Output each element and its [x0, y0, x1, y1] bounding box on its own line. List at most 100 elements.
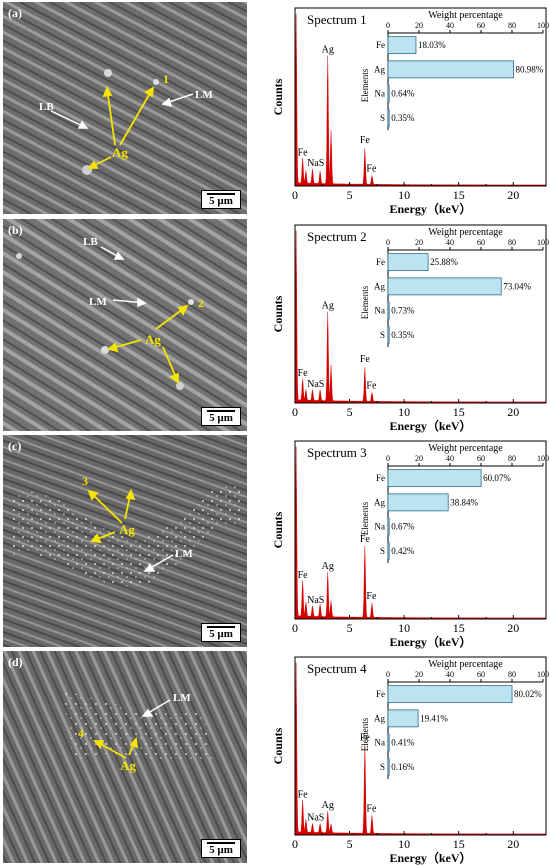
weight-value-label: 80.98%	[516, 64, 544, 74]
peak-label: Fe	[298, 148, 309, 159]
figure-row-c: 3 Ag LM (c) 5 µm 0 5 10 15 20 Energy（keV） Coun…	[0, 433, 550, 649]
peak-label: Fe	[360, 354, 371, 365]
weight-bar	[387, 709, 419, 728]
weight-bar	[387, 60, 514, 79]
weight-value-label: 0.64%	[391, 89, 415, 99]
spectrum-title: Spectrum 2	[307, 229, 367, 244]
spectrum-title: Spectrum 3	[307, 445, 367, 460]
x-tick-label: 20	[507, 621, 519, 635]
y-axis-label: Counts	[271, 511, 285, 548]
sem-label-lb: LB	[39, 101, 54, 113]
sem-image-d: LM 4 Ag (d) 5 µm	[3, 651, 247, 863]
inset-tick-label: 40	[446, 670, 454, 679]
scale-bar-b: 5 µm	[201, 407, 241, 426]
inset-title: Weight percentage	[428, 227, 503, 238]
spectrum-chart-b: 0 5 10 15 20 Energy（keV） Counts Spectrum 2 Ag Fe F…	[268, 217, 550, 433]
x-tick-label: 5	[347, 188, 353, 202]
sem-label-lm: LM	[195, 89, 213, 101]
element-label: Na	[375, 89, 386, 99]
panel-label-d: (d)	[8, 655, 23, 669]
peak-label: NaS	[307, 379, 324, 390]
weight-bar	[387, 469, 482, 488]
panel-label-c: (c)	[8, 439, 22, 453]
spectrum-chart-c: 0 5 10 15 20 Energy（keV） Counts Spectrum 3 Ag Fe F…	[268, 433, 550, 649]
inset-tick-label: 0	[386, 238, 390, 247]
weight-inset-chart: Weight percentage 0 20 40 60 80 100 Elements Fe 1…	[360, 10, 549, 130]
spectrum-chart-a: 0 5 10 15 20 Energy（keV） Counts Spectrum 1 Ag Fe F…	[268, 0, 550, 216]
spectrum-trace	[294, 662, 547, 836]
inset-y-label: Elements	[360, 285, 370, 319]
figure-row-a: LB LM Ag 1 (a) 5 µm 0 5 10 15 20 Energy（keV） C…	[0, 0, 550, 216]
inset-tick-label: 80	[508, 21, 516, 30]
peak-label: Ag	[322, 800, 334, 811]
inset-tick-label: 60	[477, 21, 485, 30]
sem-label-point: 2	[198, 296, 204, 310]
element-label: S	[380, 546, 385, 556]
x-axis-label: Energy（keV）	[390, 850, 472, 865]
inset-tick-label: 80	[508, 670, 516, 679]
sem-label-ag: Ag	[112, 145, 128, 160]
element-label: Fe	[376, 257, 385, 267]
element-label: Ag	[374, 281, 385, 291]
x-tick-label: 10	[398, 405, 410, 419]
x-tick-label: 0	[292, 621, 298, 635]
element-label: Na	[375, 738, 386, 748]
y-axis-label: Counts	[271, 295, 285, 332]
weight-value-label: 18.03%	[418, 40, 446, 50]
inset-tick-label: 0	[386, 454, 390, 463]
spectrum-trace	[294, 13, 547, 187]
weight-bar	[387, 301, 390, 320]
inset-tick-label: 20	[415, 238, 423, 247]
spectrum-trace	[294, 230, 547, 404]
weight-value-label: 60.07%	[483, 473, 511, 483]
sem-label-ag: Ag	[145, 332, 161, 347]
element-label: Ag	[374, 497, 385, 507]
peak-label: Ag	[322, 44, 334, 55]
panel-label-a: (a)	[8, 6, 22, 20]
sem-label-lb: LB	[83, 236, 98, 248]
element-label: S	[380, 330, 385, 340]
x-tick-label: 0	[292, 405, 298, 419]
weight-bar	[387, 84, 390, 103]
inset-tick-label: 80	[508, 454, 516, 463]
element-label: Na	[375, 306, 386, 316]
weight-bar	[387, 493, 449, 512]
weight-value-label: 25.88%	[430, 257, 458, 267]
inset-tick-label: 100	[537, 670, 549, 679]
peak-label: Fe	[360, 135, 371, 146]
sem-label-ag: Ag	[120, 758, 136, 773]
spectrum-title: Spectrum 4	[307, 661, 367, 676]
inset-y-label: Elements	[360, 68, 370, 102]
y-axis-label: Counts	[271, 78, 285, 115]
inset-tick-label: 20	[415, 670, 423, 679]
element-label: S	[380, 762, 385, 772]
inset-tick-label: 100	[537, 454, 549, 463]
inset-title: Weight percentage	[428, 659, 503, 670]
sem-image-a: LB LM Ag 1 (a) 5 µm	[3, 2, 247, 214]
plot-frame	[294, 440, 547, 620]
weight-bar	[387, 253, 429, 272]
sem-image-c: 3 Ag LM (c) 5 µm	[3, 435, 247, 647]
spectrum-title: Spectrum 1	[307, 12, 367, 27]
weight-value-label: 0.67%	[391, 522, 415, 532]
sem-label-lm: LM	[175, 548, 193, 560]
spectrum-trace	[294, 446, 547, 620]
peak-label: Ag	[322, 561, 334, 572]
inset-tick-label: 100	[537, 21, 549, 30]
inset-tick-label: 40	[446, 238, 454, 247]
weight-value-label: 0.42%	[391, 546, 415, 556]
y-axis-label: Counts	[271, 727, 285, 764]
peak-label: Ag	[322, 300, 334, 311]
figure-row-b: LB LM Ag 2 (b) 5 µm 0 5 10 15 20 Energy（keV） C…	[0, 217, 550, 433]
scale-bar-c: 5 µm	[201, 623, 241, 642]
peak-label: Fe	[298, 789, 309, 800]
inset-title: Weight percentage	[428, 443, 503, 454]
element-label: Fe	[376, 689, 385, 699]
inset-y-label: Elements	[360, 717, 370, 751]
x-tick-label: 5	[347, 405, 353, 419]
inset-tick-label: 40	[446, 454, 454, 463]
plot-frame	[294, 7, 547, 187]
weight-bar	[387, 541, 390, 560]
element-label: Fe	[376, 473, 385, 483]
